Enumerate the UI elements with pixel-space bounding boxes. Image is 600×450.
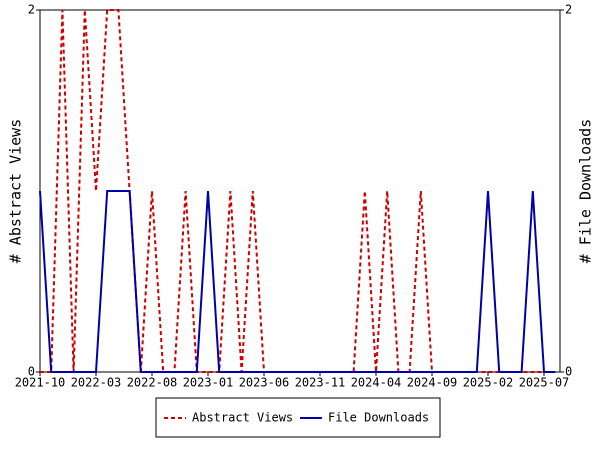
- series-line: [39, 190, 556, 373]
- x-tick-label: 2024-09: [407, 376, 458, 390]
- x-tick-label: 2023-01: [183, 376, 234, 390]
- y-tick-label: 2: [28, 3, 35, 17]
- x-tick-label: 2025-02: [463, 376, 514, 390]
- x-tick-label: 2023-11: [295, 376, 346, 390]
- y2-axis-title: # File Downloads: [577, 119, 595, 264]
- legend-box: [155, 397, 441, 438]
- x-tick-label: 2022-03: [71, 376, 122, 390]
- y-tick-label: 0: [28, 365, 35, 379]
- x-tick-label: 2024-04: [351, 376, 402, 390]
- x-tick-label: 2025-07: [519, 376, 570, 390]
- x-tick-label: 2022-08: [127, 376, 178, 390]
- y-axis-title: # Abstract Views: [7, 119, 25, 264]
- y2-tick-label: 2: [565, 3, 572, 17]
- legend-label: Abstract Views: [192, 411, 293, 425]
- x-tick-label: 2023-06: [239, 376, 290, 390]
- y2-tick-label: 0: [565, 365, 572, 379]
- x-tick-label: 2021-10: [15, 376, 66, 390]
- legend-label: File Downloads: [328, 411, 429, 425]
